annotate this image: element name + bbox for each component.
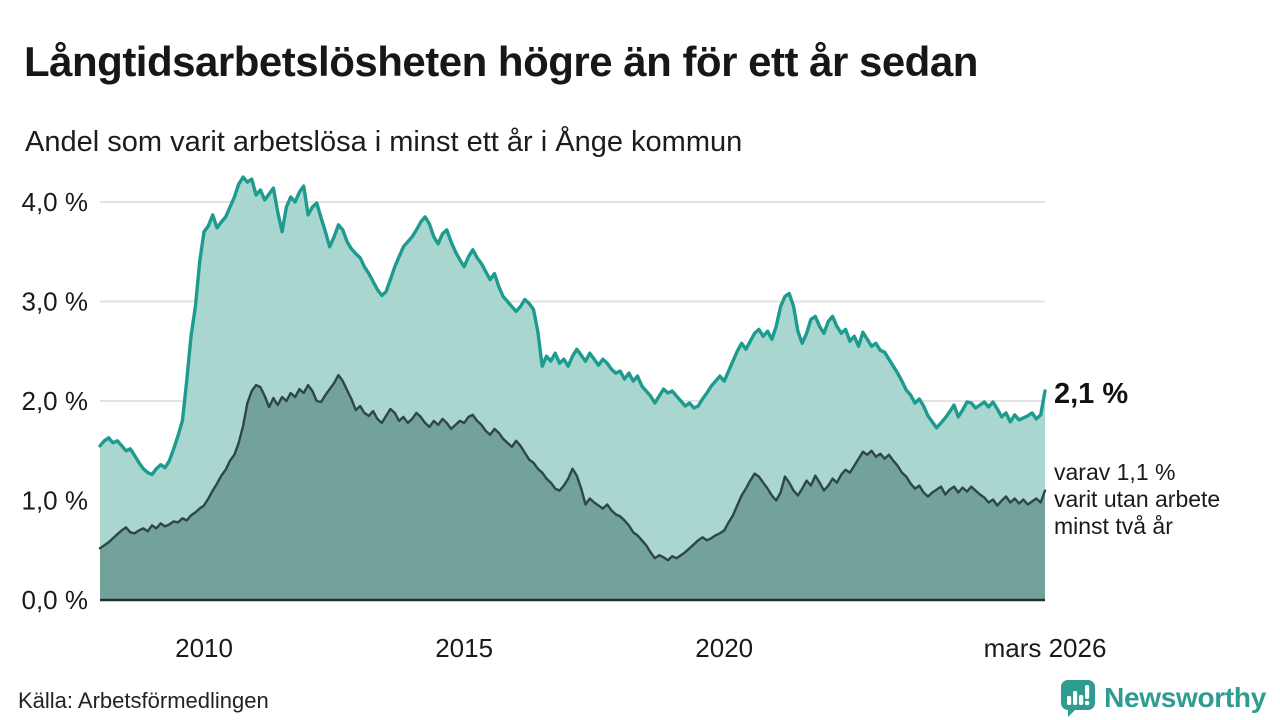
newsworthy-bubble-chart-icon xyxy=(1061,680,1096,717)
newsworthy-logo: Newsworthy xyxy=(1060,679,1266,717)
annotation-note-line: minst två år xyxy=(1054,513,1173,539)
area-minst-tva-ar xyxy=(100,375,1045,600)
y-tick-label: 2,0 % xyxy=(22,386,89,416)
page-title: Långtidsarbetslösheten högre än för ett … xyxy=(24,38,978,86)
y-tick-label: 0,0 % xyxy=(22,585,89,615)
newsworthy-wordmark: Newsworthy xyxy=(1104,682,1266,713)
x-tick-label: 2020 xyxy=(695,633,753,663)
y-tick-label: 4,0 % xyxy=(22,187,89,217)
y-tick-label: 1,0 % xyxy=(22,486,89,516)
line-minst-tva-ar xyxy=(98,373,1047,562)
annotation-note-line: varav 1,1 % xyxy=(1054,459,1176,485)
x-tick-label: 2015 xyxy=(435,633,493,663)
latest-value-label: 2,1 % xyxy=(1054,378,1129,410)
annotation-note-line: varit utan arbete xyxy=(1054,486,1221,512)
x-tick-label: mars 2026 xyxy=(984,633,1107,663)
annotation-note: varav 1,1 % varit utan arbete minst två … xyxy=(1054,459,1220,540)
page-subtitle: Andel som varit arbetslösa i minst ett å… xyxy=(25,126,743,158)
x-tick-label: 2010 xyxy=(175,633,233,663)
y-tick-label: 3,0 % xyxy=(22,287,89,317)
source-text: Källa: Arbetsförmedlingen xyxy=(18,688,269,713)
line-minst-ett-ar xyxy=(98,175,1047,477)
